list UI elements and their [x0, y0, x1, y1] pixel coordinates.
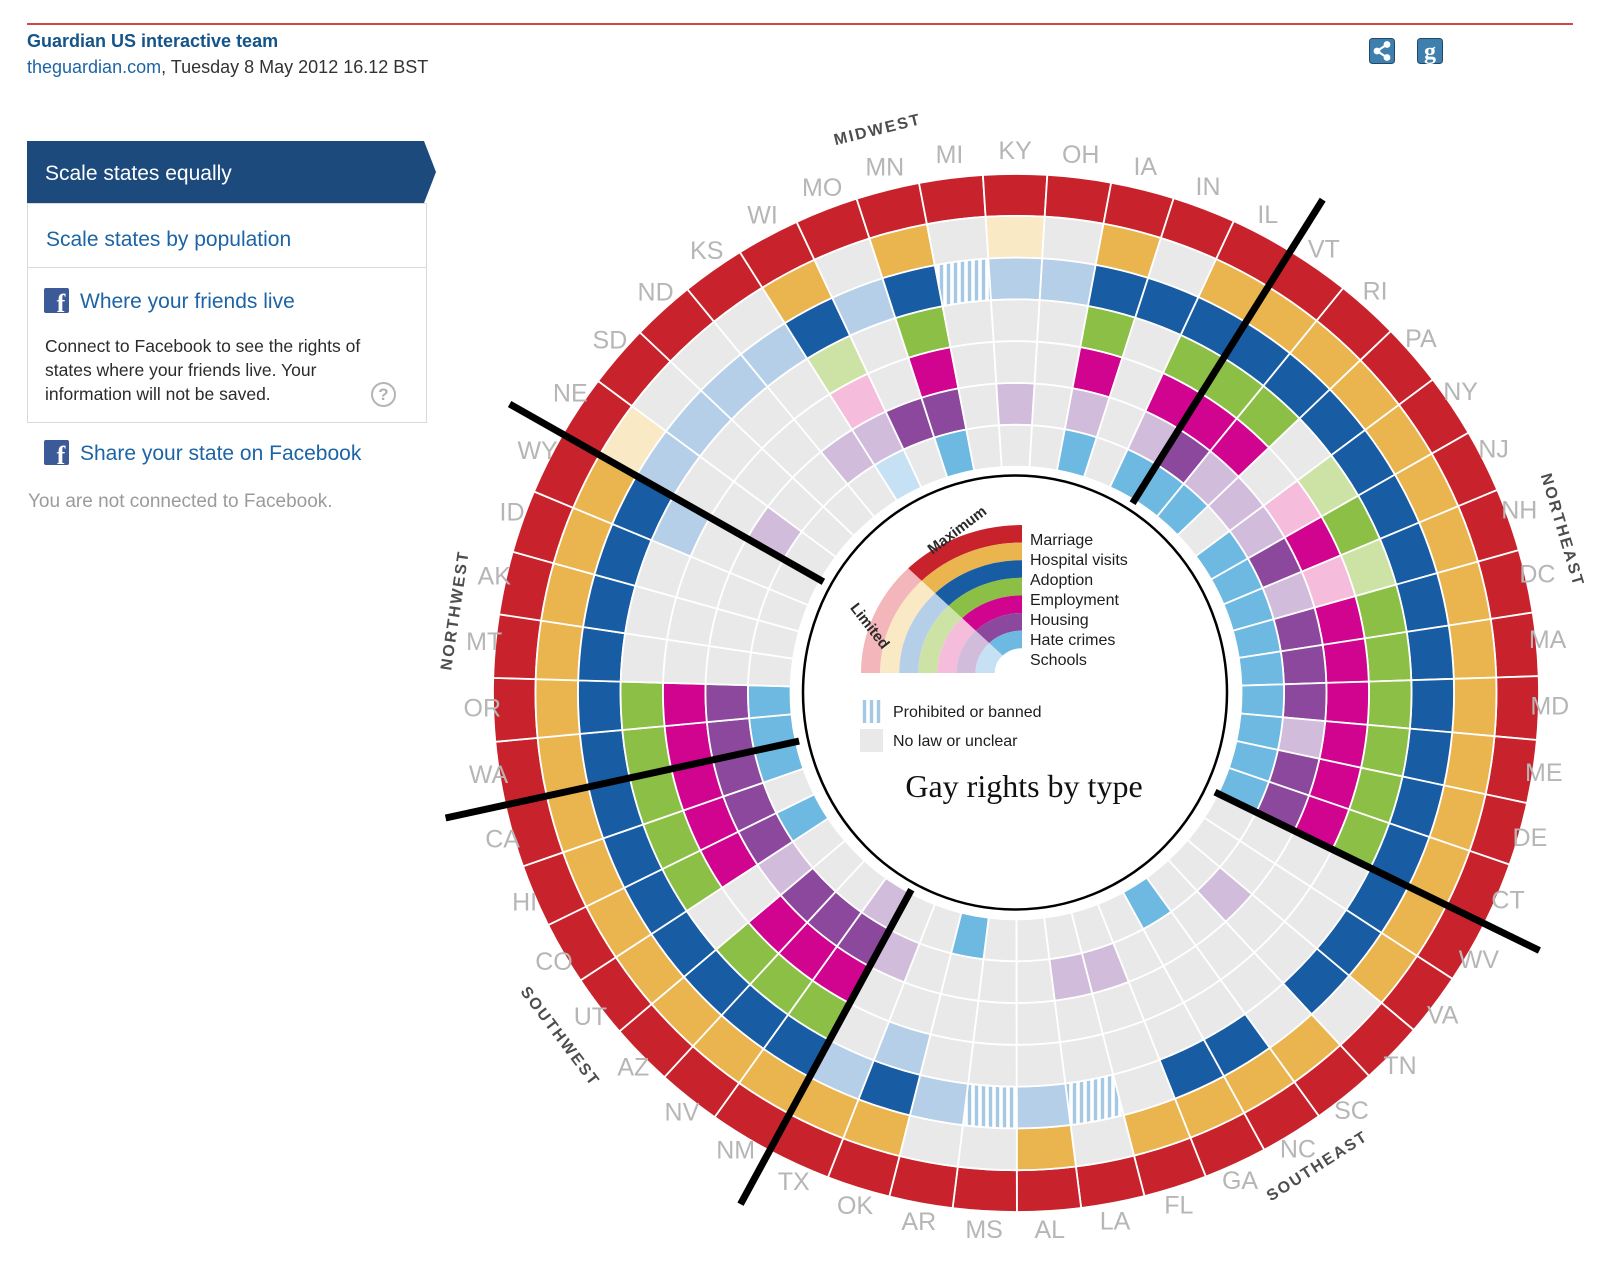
- svg-text:NV: NV: [665, 1098, 700, 1126]
- svg-text:KY: KY: [998, 137, 1032, 165]
- svg-text:FL: FL: [1164, 1191, 1193, 1219]
- svg-text:OK: OK: [837, 1192, 873, 1220]
- svg-text:IL: IL: [1257, 201, 1278, 229]
- svg-text:Housing: Housing: [1030, 612, 1089, 629]
- svg-text:PA: PA: [1405, 325, 1437, 353]
- svg-text:CO: CO: [535, 948, 573, 976]
- svg-text:ME: ME: [1525, 759, 1563, 787]
- svg-text:Adoption: Adoption: [1030, 572, 1093, 589]
- svg-text:IN: IN: [1196, 173, 1221, 201]
- svg-text:NJ: NJ: [1478, 436, 1509, 464]
- svg-text:AL: AL: [1035, 1216, 1066, 1244]
- svg-text:Schools: Schools: [1030, 652, 1087, 669]
- svg-text:TN: TN: [1383, 1052, 1416, 1080]
- svg-text:Employment: Employment: [1030, 592, 1119, 609]
- svg-text:Hate crimes: Hate crimes: [1030, 632, 1115, 649]
- svg-text:WY: WY: [517, 437, 558, 465]
- svg-text:NM: NM: [716, 1137, 755, 1165]
- svg-text:NC: NC: [1280, 1136, 1316, 1164]
- svg-text:AZ: AZ: [617, 1054, 649, 1082]
- svg-text:WV: WV: [1459, 946, 1500, 974]
- svg-text:RI: RI: [1363, 277, 1388, 305]
- svg-text:MT: MT: [466, 628, 502, 656]
- svg-text:Gay rights by type: Gay rights by type: [905, 768, 1142, 804]
- svg-text:LA: LA: [1100, 1208, 1131, 1236]
- svg-text:UT: UT: [574, 1003, 607, 1031]
- svg-text:AK: AK: [478, 562, 512, 590]
- svg-text:g: g: [1424, 39, 1436, 64]
- svg-text:VA: VA: [1427, 1002, 1459, 1030]
- svg-text:CA: CA: [485, 826, 520, 854]
- svg-text:IA: IA: [1133, 153, 1157, 181]
- svg-text:GA: GA: [1222, 1167, 1258, 1195]
- svg-text:Scale states equally: Scale states equally: [45, 162, 232, 185]
- svg-text:SD: SD: [593, 326, 628, 354]
- svg-text:NE: NE: [553, 380, 588, 408]
- svg-text:WI: WI: [747, 202, 778, 230]
- svg-text:WA: WA: [469, 761, 509, 789]
- svg-text:MI: MI: [936, 141, 964, 169]
- svg-text:OH: OH: [1062, 141, 1100, 169]
- svg-text:MS: MS: [965, 1216, 1003, 1244]
- svg-text:VT: VT: [1308, 236, 1340, 264]
- svg-text:No law or unclear: No law or unclear: [893, 733, 1018, 750]
- svg-text:HI: HI: [512, 888, 537, 916]
- svg-text:AR: AR: [901, 1208, 936, 1236]
- svg-text:MIDWEST: MIDWEST: [832, 111, 923, 149]
- svg-text:CT: CT: [1491, 887, 1524, 915]
- svg-text:TX: TX: [778, 1168, 810, 1196]
- svg-text:MO: MO: [802, 174, 842, 202]
- svg-text:SC: SC: [1334, 1097, 1369, 1125]
- svg-text:NY: NY: [1443, 378, 1478, 406]
- svg-text:Prohibited or banned: Prohibited or banned: [893, 704, 1042, 721]
- svg-text:KS: KS: [690, 237, 723, 265]
- svg-text:ID: ID: [500, 498, 525, 526]
- svg-text:OR: OR: [464, 695, 502, 723]
- svg-text:f: f: [57, 441, 66, 465]
- svg-text:SOUTHWEST: SOUTHWEST: [517, 984, 603, 1090]
- svg-text:f: f: [57, 289, 66, 313]
- svg-text:ND: ND: [638, 279, 674, 307]
- svg-text:NH: NH: [1501, 497, 1537, 525]
- svg-text:Hospital visits: Hospital visits: [1030, 552, 1128, 569]
- svg-text:Marriage: Marriage: [1030, 532, 1093, 549]
- svg-text:DE: DE: [1513, 824, 1548, 852]
- svg-text:MA: MA: [1529, 626, 1567, 654]
- svg-text:DC: DC: [1519, 561, 1555, 589]
- svg-text:MD: MD: [1530, 693, 1569, 721]
- svg-text:MN: MN: [865, 154, 904, 182]
